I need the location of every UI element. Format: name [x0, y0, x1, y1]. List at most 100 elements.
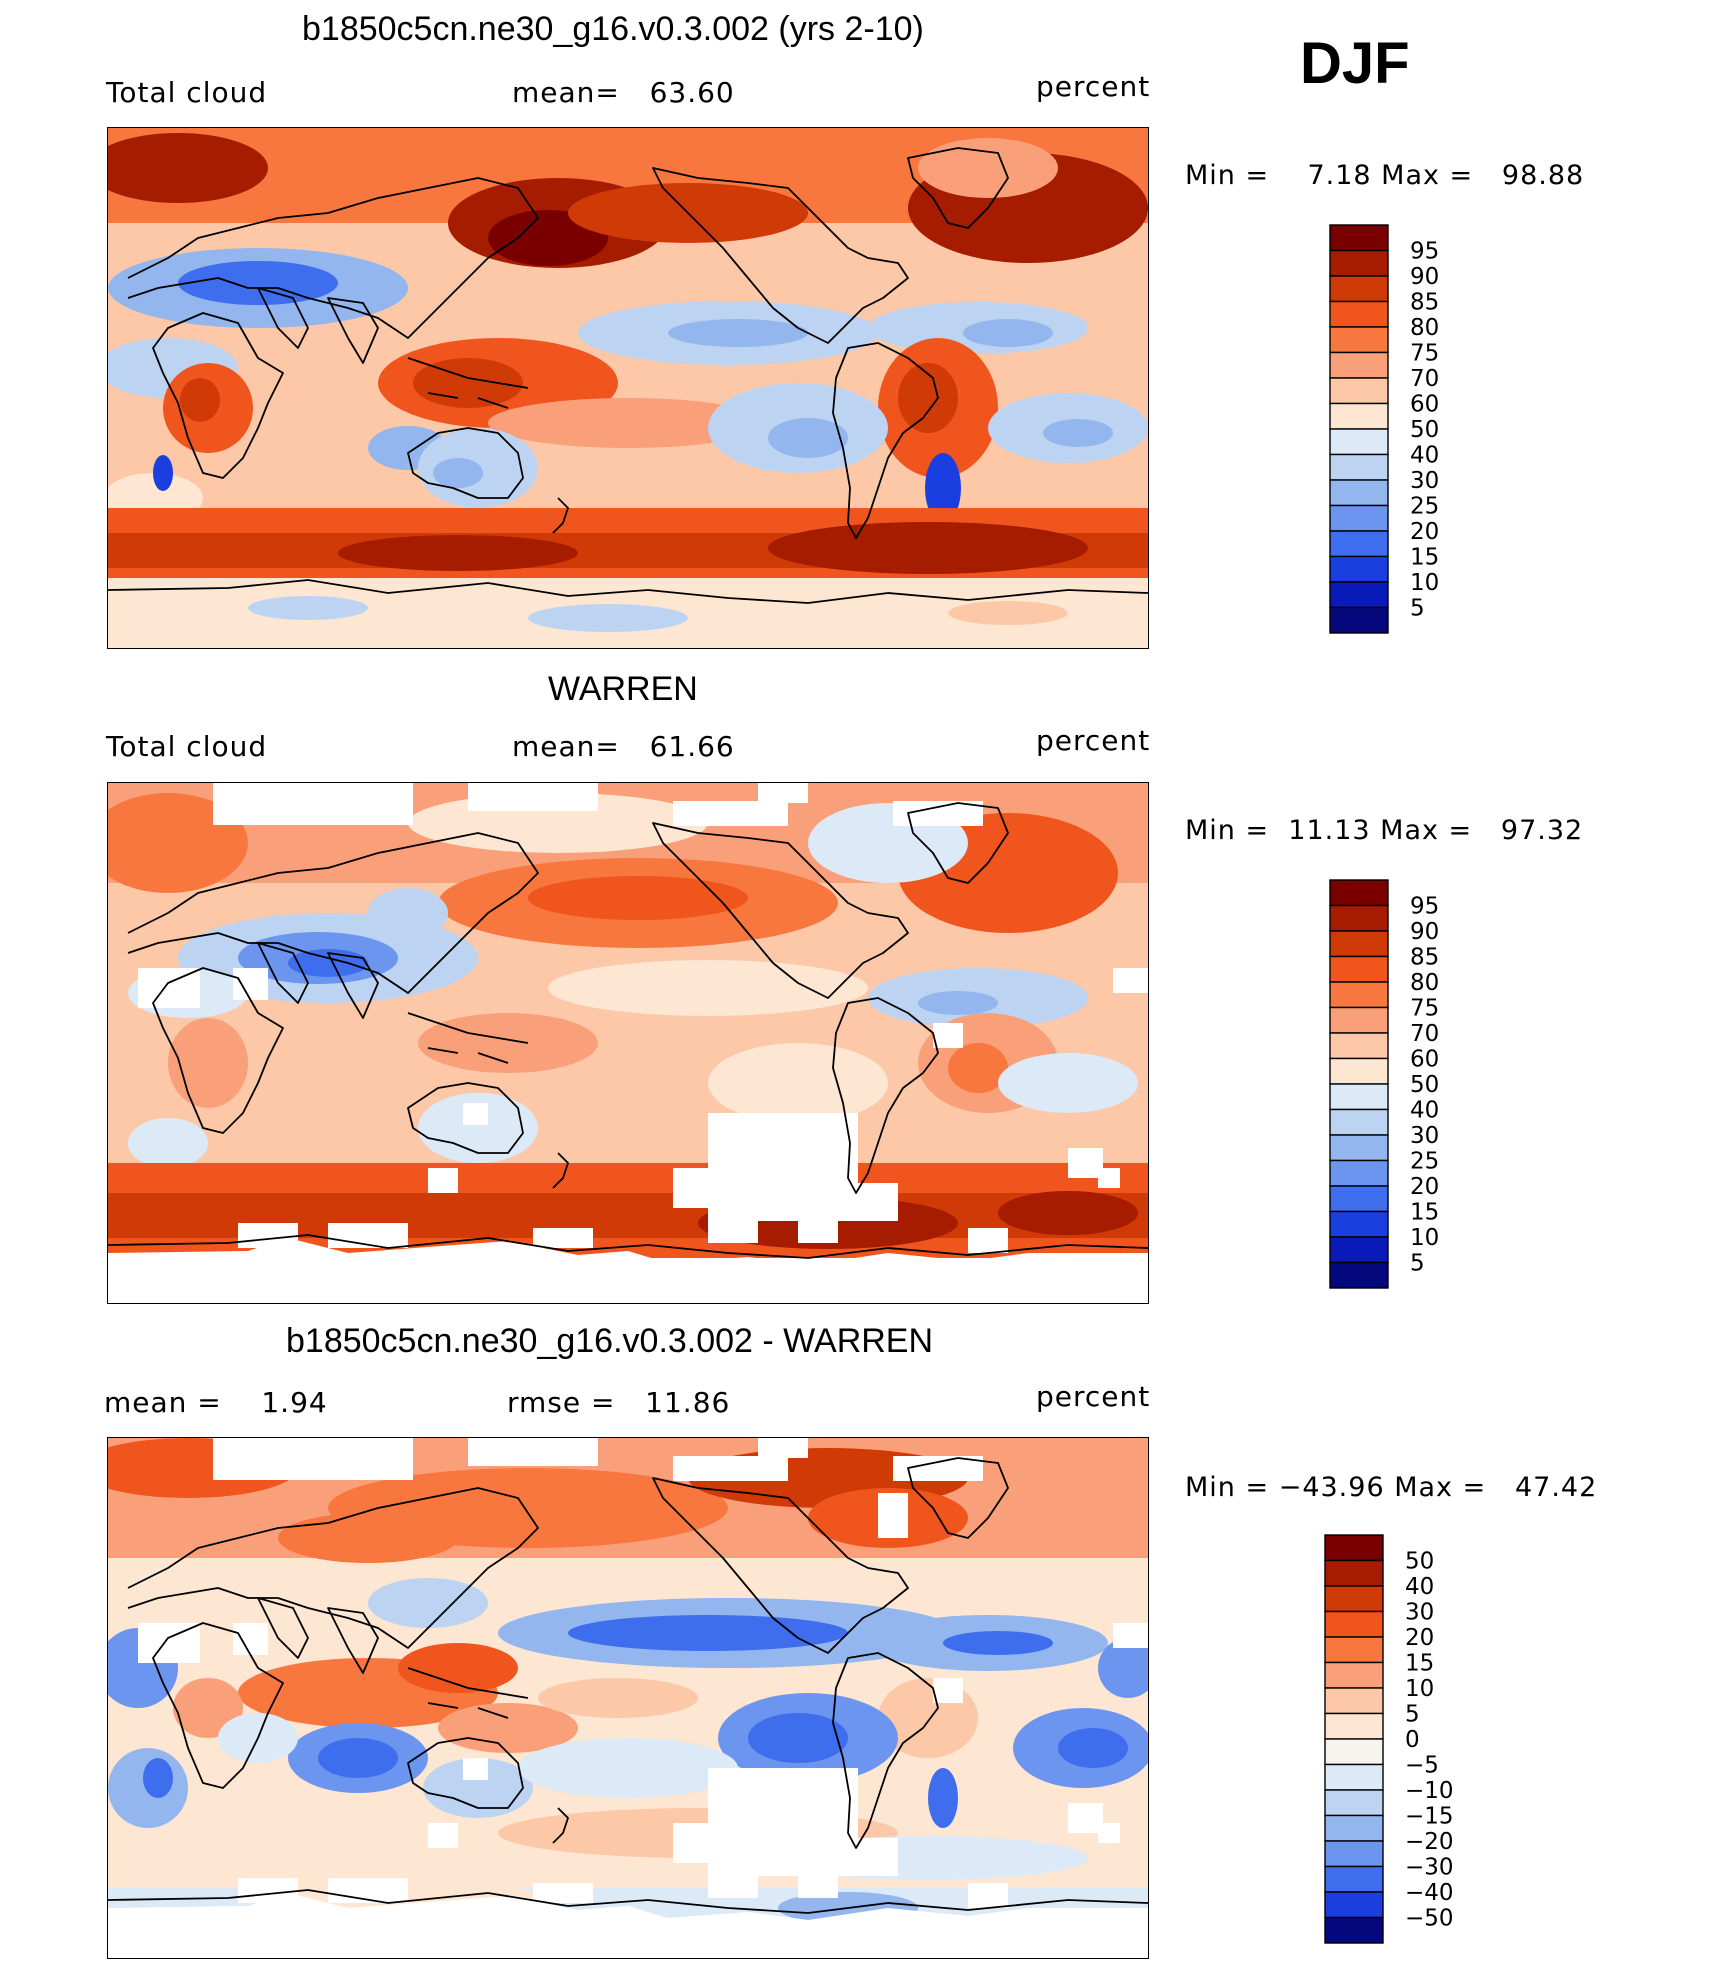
panel3-units-label: percent [1036, 1380, 1151, 1413]
panel3-rmse-label: rmse = 11.86 [507, 1386, 731, 1419]
colorbar-tick-label: 10 [1405, 1676, 1434, 1702]
colorbar-tick-label: 5 [1405, 1702, 1420, 1728]
colorbar-tick-label: 40 [1410, 1098, 1439, 1124]
colorbar-swatch [1324, 1865, 1384, 1893]
colorbar-tick-label: 20 [1405, 1625, 1434, 1651]
coastline-segment [832, 342, 939, 539]
panel2-mean-label: mean= 61.66 [512, 730, 735, 763]
coastline-segment [152, 967, 284, 1134]
coastline-segment [108, 1889, 1148, 1914]
panel2-units-label: percent [1036, 724, 1151, 757]
panel1-map-field [108, 128, 1148, 648]
colorbar-swatch [1329, 1159, 1389, 1187]
colorbar-tick-label: 85 [1410, 290, 1439, 316]
colorbar-tick-label: 20 [1410, 1174, 1439, 1200]
colorbar-swatch [1329, 224, 1389, 252]
colorbar-swatch [1329, 1032, 1389, 1060]
coastline-segment [127, 1487, 539, 1649]
colorbar-swatch [1329, 326, 1389, 354]
colorbar-tick-label: 30 [1410, 468, 1439, 494]
panel1-units-label: percent [1036, 70, 1151, 103]
coastline-segment [907, 147, 1009, 229]
panel1-minmax: Min = 7.18 Max = 98.88 [1185, 160, 1585, 191]
colorbar-tick-label: 40 [1405, 1574, 1434, 1600]
panel2-minmax: Min = 11.13 Max = 97.32 [1185, 815, 1584, 846]
colorbar-tick-label: 60 [1410, 392, 1439, 418]
panel3-title: b1850c5cn.ne30_g16.v0.3.002 - WARREN [286, 1322, 934, 1360]
colorbar-tick-label: −50 [1405, 1906, 1454, 1932]
colorbar-swatch [1329, 428, 1389, 456]
colorbar-tick-label: 20 [1410, 519, 1439, 545]
colorbar-swatch [1329, 981, 1389, 1009]
colorbar-tick-label: 90 [1410, 919, 1439, 945]
coastline-segment [257, 942, 379, 1019]
colorbar-swatch [1324, 1636, 1384, 1664]
colorbar-tick-label: 25 [1410, 494, 1439, 520]
coastline-segment [152, 312, 284, 479]
panel3-minmax: Min = −43.96 Max = 47.42 [1185, 1472, 1598, 1503]
coastline-segment [407, 427, 524, 499]
colorbar-tick-label: 60 [1410, 1047, 1439, 1073]
colorbar-swatch [1329, 300, 1389, 328]
colorbar-tick-label: 75 [1410, 341, 1439, 367]
coastline-segment [407, 1082, 524, 1154]
panel2-title: WARREN [548, 670, 698, 708]
colorbar-tick-label: −30 [1405, 1855, 1454, 1881]
colorbar-swatch [1324, 1712, 1384, 1740]
coastline-segment [407, 1737, 524, 1809]
colorbar-tick-label: 10 [1410, 570, 1439, 596]
panel1-variable-label: Total cloud [106, 76, 268, 109]
colorbar-swatch [1329, 402, 1389, 430]
coastline-segment [832, 997, 939, 1194]
colorbar-swatch [1324, 1789, 1384, 1817]
colorbar-swatch [1329, 955, 1389, 983]
colorbar-tick-label: 5 [1410, 1251, 1425, 1277]
colorbar-swatch [1329, 1210, 1389, 1238]
colorbar-tick-label: 15 [1410, 545, 1439, 571]
coastline-segment [407, 357, 529, 409]
colorbar-swatch [1329, 479, 1389, 507]
coastline-segment [907, 802, 1009, 884]
colorbar-swatch [1324, 1661, 1384, 1689]
colorbar-swatch [1324, 1891, 1384, 1919]
coastline-segment [108, 579, 1148, 604]
panel3-map-field [108, 1438, 1148, 1958]
colorbar-tick-label: 0 [1405, 1727, 1420, 1753]
colorbar-tick-label: 95 [1410, 894, 1439, 920]
coastline-segment [108, 1234, 1148, 1259]
colorbar-swatch [1329, 1134, 1389, 1162]
coastline-segment [257, 287, 379, 364]
coastline-segment [652, 822, 909, 999]
panel1-mean-label: mean= 63.60 [512, 76, 735, 109]
coastlines [108, 802, 1148, 1259]
colorbar-tick-label: 85 [1410, 945, 1439, 971]
colorbar-swatch [1324, 1585, 1384, 1613]
colorbar-tick-label: 30 [1405, 1600, 1434, 1626]
colorbar-tick-label: 95 [1410, 239, 1439, 265]
colorbar-tick-label: 50 [1410, 1072, 1439, 1098]
colorbar-swatch [1329, 1261, 1389, 1289]
coastline-segment [127, 177, 539, 339]
colorbar-swatch [1329, 930, 1389, 958]
colorbar-swatch [1329, 581, 1389, 609]
colorbar-tick-label: −20 [1405, 1829, 1454, 1855]
colorbar-tick-label: −10 [1405, 1778, 1454, 1804]
panel2-variable-label: Total cloud [106, 730, 268, 763]
colorbar-swatch [1329, 351, 1389, 379]
colorbar-swatch [1324, 1763, 1384, 1791]
colorbar-swatch [1329, 530, 1389, 558]
colorbar-tick-label: 10 [1410, 1225, 1439, 1251]
colorbar-swatch [1329, 377, 1389, 405]
colorbar-swatch [1329, 1236, 1389, 1264]
colorbar-swatch [1329, 1057, 1389, 1085]
colorbar-tick-label: 15 [1410, 1200, 1439, 1226]
panel1-title: b1850c5cn.ne30_g16.v0.3.002 (yrs 2-10) [302, 10, 924, 48]
coastline-segment [407, 1012, 529, 1064]
colorbar-swatch [1324, 1814, 1384, 1842]
colorbar-tick-label: 75 [1410, 996, 1439, 1022]
colorbar-swatch [1329, 1083, 1389, 1111]
colorbar-tick-label: 15 [1405, 1651, 1434, 1677]
